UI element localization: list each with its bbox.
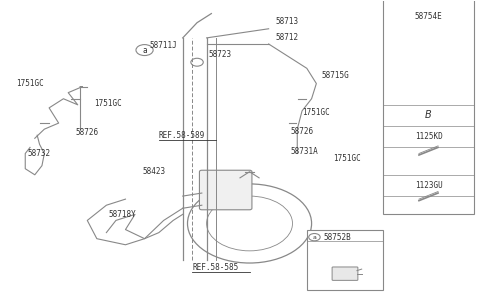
FancyBboxPatch shape: [332, 267, 358, 280]
FancyBboxPatch shape: [199, 170, 252, 210]
Text: 58713: 58713: [276, 17, 299, 26]
Text: 1123GU: 1123GU: [415, 181, 443, 190]
Text: 58726: 58726: [290, 127, 313, 136]
Text: 58754E: 58754E: [415, 12, 443, 21]
Text: 58715G: 58715G: [321, 72, 349, 80]
Text: a: a: [142, 45, 147, 55]
Text: 1125KD: 1125KD: [415, 132, 443, 141]
FancyBboxPatch shape: [383, 0, 474, 214]
Text: 1751GC: 1751GC: [16, 79, 44, 88]
Text: 1751GC: 1751GC: [95, 99, 122, 108]
Text: 58718Y: 58718Y: [109, 210, 136, 219]
Text: 58731A: 58731A: [290, 147, 318, 157]
Text: 58423: 58423: [142, 167, 165, 176]
Text: 58711J: 58711J: [149, 41, 177, 50]
Text: 58712: 58712: [276, 33, 299, 42]
Text: REF.58-585: REF.58-585: [192, 263, 239, 272]
Text: 1751GC: 1751GC: [302, 108, 330, 117]
Text: 1751GC: 1751GC: [333, 154, 361, 163]
Text: a: a: [312, 235, 316, 240]
Text: REF.58-589: REF.58-589: [159, 131, 205, 140]
Text: B: B: [425, 111, 432, 120]
FancyBboxPatch shape: [307, 230, 383, 290]
Text: 58752B: 58752B: [324, 233, 351, 242]
Text: 58723: 58723: [209, 50, 232, 59]
Text: 58732: 58732: [28, 149, 51, 158]
Text: 58726: 58726: [75, 128, 98, 137]
